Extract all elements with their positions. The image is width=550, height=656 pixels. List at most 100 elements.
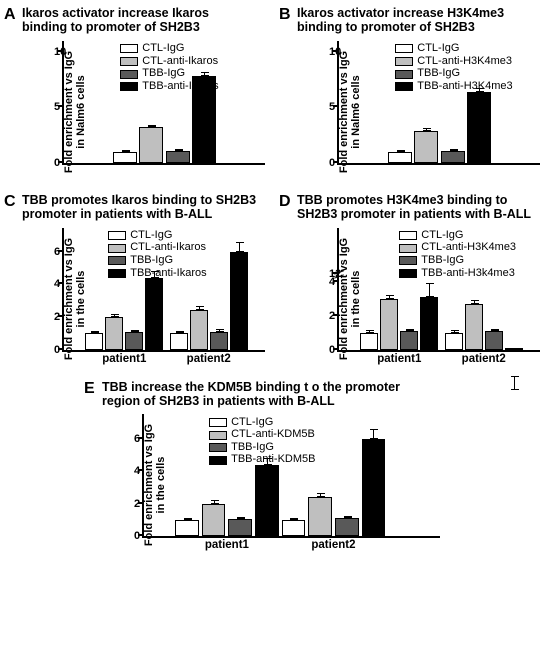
error-bar-icon xyxy=(134,330,135,332)
y-tick-label: 0 xyxy=(329,344,337,356)
error-bar-icon xyxy=(426,128,427,130)
panel-A: A Ikaros activator increase Ikaros bindin… xyxy=(4,6,269,187)
bar xyxy=(228,519,252,536)
bar xyxy=(190,310,208,349)
error-bar-icon xyxy=(239,242,240,252)
bars-layer xyxy=(339,228,540,350)
bar xyxy=(202,504,226,537)
bar xyxy=(255,465,279,537)
bar xyxy=(380,299,398,349)
y-tick-label: 0 xyxy=(54,157,62,169)
error-bar-icon xyxy=(494,329,495,332)
bar xyxy=(210,332,228,350)
x-category-label: patient1 xyxy=(102,350,146,365)
bar xyxy=(360,333,378,350)
panel-inner: TBB promotes Ikaros binding to SH2B3 pro… xyxy=(4,193,269,374)
error-bar-icon xyxy=(454,330,455,333)
panel-D: D TBB promotes H3K4me3 binding to SH2B3 p… xyxy=(279,193,544,374)
bar xyxy=(441,151,465,163)
x-category-label: patient2 xyxy=(187,350,231,365)
panel-title: Ikaros activator increase Ikaros binding… xyxy=(22,6,269,35)
figure: A Ikaros activator increase Ikaros bindin… xyxy=(0,0,550,576)
panel-letter: C xyxy=(4,193,16,211)
bar xyxy=(485,331,503,349)
y-tick-label: 5 xyxy=(54,101,62,113)
y-tick-label: 0 xyxy=(54,344,62,356)
x-category-label: patient2 xyxy=(311,536,355,551)
y-tick-label: 5 xyxy=(329,101,337,113)
bar xyxy=(282,520,306,536)
panel-letter: E xyxy=(84,380,95,398)
panel-letter: B xyxy=(279,6,291,24)
error-bar-icon xyxy=(151,125,152,128)
bar xyxy=(414,131,438,163)
bar xyxy=(362,439,386,537)
error-bar-icon xyxy=(94,331,95,333)
chart-area: Fold enrichment vs IgG in the cells02412… xyxy=(295,224,544,374)
panel-title: Ikaros activator increase H3K4me3 bindin… xyxy=(297,6,544,35)
error-bar-icon xyxy=(179,331,180,333)
bar xyxy=(445,333,463,350)
panel-letter: D xyxy=(279,193,291,211)
panel-E: E TBB increase the KDM5B binding t o the … xyxy=(84,380,444,561)
chart-area: Fold enrichment vs IgG in the cells0246C… xyxy=(100,410,444,560)
panel-inner: TBB promotes H3K4me3 binding to SH2B3 pr… xyxy=(279,193,544,374)
bar xyxy=(420,297,438,349)
bar xyxy=(175,520,199,536)
bars-layer xyxy=(339,41,540,163)
bar xyxy=(170,333,188,349)
error-bar-icon xyxy=(389,295,390,299)
plot-box: 0510CTL-IgGCTL-anti-IkarosTBB-IgGTBB-ant… xyxy=(62,41,265,165)
error-bar-icon xyxy=(125,150,126,152)
x-category-label: patient1 xyxy=(377,350,421,365)
error-bar-icon xyxy=(114,314,115,317)
y-tick-label: 0 xyxy=(134,530,142,542)
plot-box: 0246CTL-IgGCTL-anti-IkarosTBB-IgGTBB-ant… xyxy=(62,228,265,352)
bar xyxy=(192,76,216,163)
y-tick-label: 6 xyxy=(54,246,62,258)
error-bar-icon xyxy=(320,493,321,497)
error-bar-icon xyxy=(373,429,374,439)
error-bar-icon xyxy=(369,330,370,333)
bar xyxy=(467,92,491,163)
y-tick-label: 4 xyxy=(134,465,142,477)
bar xyxy=(105,317,123,350)
bar xyxy=(113,152,137,163)
panel-title: TBB increase the KDM5B binding t o the p… xyxy=(102,380,444,409)
chart-area: Fold enrichment vs IgG in Nalm6 cells051… xyxy=(295,37,544,187)
bar xyxy=(505,348,523,350)
error-bar-icon xyxy=(514,376,515,390)
error-bar-icon xyxy=(199,306,200,310)
error-bar-icon xyxy=(187,518,188,520)
bars-layer xyxy=(64,41,265,163)
panel-C: CTBB promotes Ikaros binding to SH2B3 pr… xyxy=(4,193,269,374)
y-tick-label: 6 xyxy=(134,433,142,445)
bar xyxy=(388,152,412,163)
error-bar-icon xyxy=(453,149,454,151)
bar xyxy=(465,304,483,349)
bar xyxy=(166,151,190,163)
bar xyxy=(139,127,163,162)
x-category-label: patient2 xyxy=(462,350,506,365)
panel-B: B Ikaros activator increase H3K4me3 bindi… xyxy=(279,6,544,187)
error-bar-icon xyxy=(474,300,475,304)
bar xyxy=(335,518,359,536)
panel-letter: A xyxy=(4,6,16,24)
panel-inner: TBB increase the KDM5B binding t o the p… xyxy=(84,380,444,561)
chart-area: Fold enrichment vs IgG in Nalm6 cells051… xyxy=(20,37,269,187)
error-bar-icon xyxy=(429,283,430,297)
chart-area: Fold enrichment vs IgG in the cells0246C… xyxy=(20,224,269,374)
error-bar-icon xyxy=(267,458,268,465)
bar xyxy=(308,497,332,536)
panel-title: TBB promotes H3K4me3 binding to SH2B3 pr… xyxy=(297,193,544,222)
error-bar-icon xyxy=(347,516,348,518)
error-bar-icon xyxy=(400,150,401,152)
y-tick-label: 2 xyxy=(329,310,337,322)
panel-inner: Ikaros activator increase H3K4me3 bindin… xyxy=(279,6,544,187)
bar xyxy=(85,333,103,349)
plot-box: 0510CTL-IgGCTL-anti-H3K4me3TBB-IgGTBB-an… xyxy=(337,41,540,165)
error-bar-icon xyxy=(154,271,155,278)
y-tick-label: 10 xyxy=(54,46,62,58)
plot-box: 0246CTL-IgGCTL-anti-KDM5BTBB-IgGTBB-anti… xyxy=(142,414,440,538)
y-tick-label: 2 xyxy=(134,498,142,510)
